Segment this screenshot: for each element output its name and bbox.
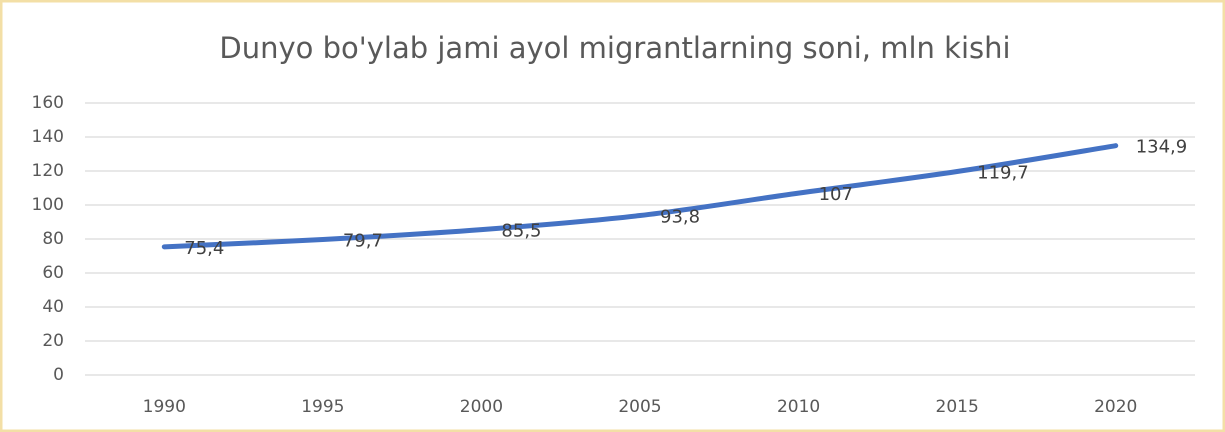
x-tick-label: 2015 (936, 397, 979, 417)
data-label: 134,9 (1136, 137, 1188, 158)
y-tick-label: 120 (32, 161, 64, 181)
y-tick-label: 40 (42, 297, 64, 317)
y-tick-label: 160 (32, 93, 64, 113)
y-tick-label: 20 (42, 331, 64, 351)
data-label: 85,5 (501, 221, 541, 242)
x-tick-label: 1990 (143, 397, 186, 417)
x-tick-label: 1995 (301, 397, 344, 417)
x-tick-label: 2005 (618, 397, 661, 417)
y-tick-label: 80 (42, 229, 64, 249)
data-label: 119,7 (977, 163, 1029, 184)
x-tick-label: 2010 (777, 397, 820, 417)
data-line (161, 143, 1119, 250)
x-tick-label: 2020 (1094, 397, 1137, 417)
data-label: 79,7 (343, 231, 383, 252)
data-label: 107 (819, 184, 853, 205)
y-tick-label: 60 (42, 263, 64, 283)
y-tick-label: 100 (32, 195, 64, 215)
x-tick-label: 2000 (460, 397, 503, 417)
chart-title: Dunyo bo'ylab jami ayol migrantlarning s… (219, 31, 1010, 65)
y-tick-label: 0 (53, 365, 64, 385)
data-label: 75,4 (184, 238, 224, 259)
data-label: 93,8 (660, 207, 700, 228)
y-tick-label: 140 (32, 127, 64, 147)
